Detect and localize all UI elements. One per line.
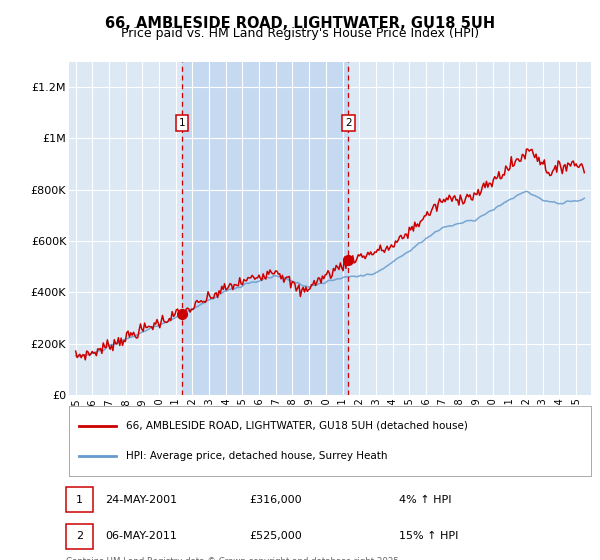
Bar	[182, 62, 349, 395]
Text: Price paid vs. HM Land Registry's House Price Index (HPI): Price paid vs. HM Land Registry's House …	[121, 27, 479, 40]
Text: HPI: Average price, detached house, Surrey Heath: HPI: Average price, detached house, Surr…	[127, 451, 388, 461]
Text: Contains HM Land Registry data © Crown copyright and database right 2025.
This d: Contains HM Land Registry data © Crown c…	[66, 557, 401, 560]
Text: 66, AMBLESIDE ROAD, LIGHTWATER, GU18 5UH: 66, AMBLESIDE ROAD, LIGHTWATER, GU18 5UH	[105, 16, 495, 31]
Text: 1: 1	[179, 118, 185, 128]
Text: 24-MAY-2001: 24-MAY-2001	[105, 495, 177, 505]
Text: 66, AMBLESIDE ROAD, LIGHTWATER, GU18 5UH (detached house): 66, AMBLESIDE ROAD, LIGHTWATER, GU18 5UH…	[127, 421, 468, 431]
Text: £316,000: £316,000	[249, 495, 302, 505]
Text: 2: 2	[76, 531, 83, 541]
Text: £525,000: £525,000	[249, 531, 302, 541]
Text: 1: 1	[76, 495, 83, 505]
Text: 06-MAY-2011: 06-MAY-2011	[105, 531, 177, 541]
Text: 2: 2	[345, 118, 352, 128]
Text: 4% ↑ HPI: 4% ↑ HPI	[399, 495, 452, 505]
Text: 15% ↑ HPI: 15% ↑ HPI	[399, 531, 458, 541]
